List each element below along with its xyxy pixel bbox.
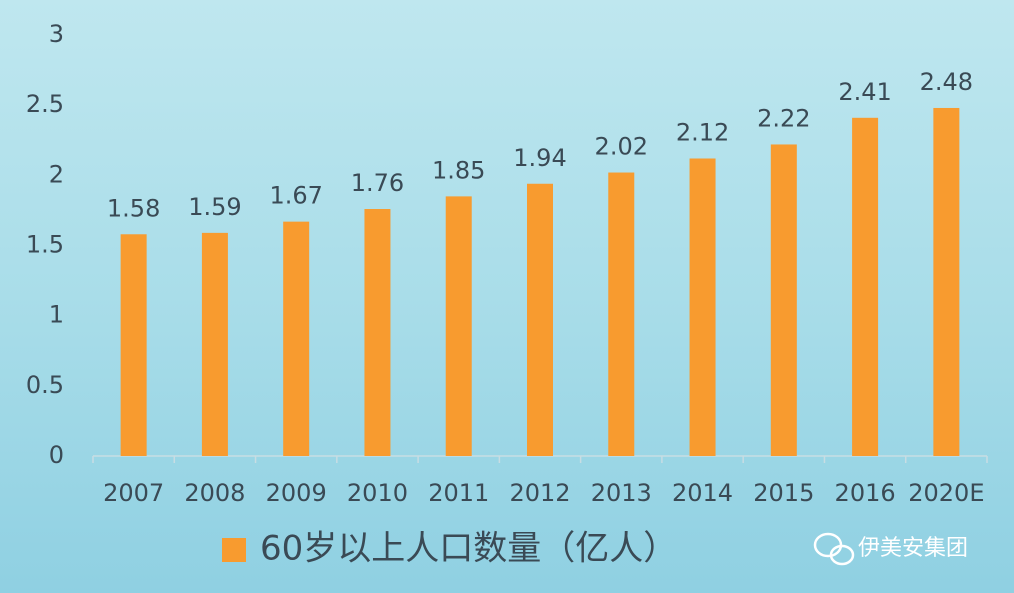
y-tick-label: 2 (49, 160, 64, 188)
x-tick-label: 2014 (672, 479, 733, 507)
x-tick-label: 2013 (591, 479, 652, 507)
bar (201, 232, 228, 456)
x-tick-label: 2007 (103, 479, 164, 507)
y-tick-label: 1.5 (26, 231, 64, 259)
value-label: 1.58 (107, 194, 160, 222)
x-tick-label: 2012 (509, 479, 570, 507)
y-tick-label: 3 (49, 20, 64, 48)
x-tick-label: 2020E (908, 479, 984, 507)
value-label: 1.85 (432, 156, 485, 184)
y-tick-label: 0 (49, 441, 64, 469)
bar (283, 221, 310, 456)
watermark: 伊美安集团 (858, 536, 968, 561)
value-label: 2.22 (757, 104, 810, 132)
bar (852, 117, 879, 457)
y-tick-label: 2.5 (26, 90, 64, 118)
bar (120, 234, 147, 456)
value-label: 1.59 (188, 193, 241, 221)
value-label: 2.12 (676, 118, 729, 146)
x-tick-label: 2016 (835, 479, 896, 507)
bar (364, 209, 391, 456)
bar (608, 172, 635, 456)
legend-label: 60岁以上人口数量（亿人） (260, 529, 677, 569)
value-label: 1.94 (513, 144, 566, 172)
x-tick-label: 2011 (428, 479, 489, 507)
value-label: 1.76 (351, 169, 404, 197)
value-label: 1.67 (269, 182, 322, 210)
bar (527, 183, 553, 456)
x-tick-label: 2010 (347, 479, 408, 507)
bar (770, 144, 797, 456)
x-tick-label: 2015 (753, 479, 814, 507)
y-tick-label: 0.5 (26, 371, 64, 399)
value-label: 2.41 (838, 78, 891, 106)
wechat-icon (813, 532, 855, 566)
bar (933, 107, 960, 457)
y-tick-label: 1 (49, 301, 64, 329)
x-tick-label: 2008 (184, 479, 245, 507)
value-label: 2.48 (920, 68, 973, 96)
legend-swatch (222, 538, 246, 562)
x-tick-label: 2009 (266, 479, 327, 507)
value-label: 2.02 (595, 133, 648, 161)
bar (445, 196, 472, 456)
bar (689, 158, 716, 456)
